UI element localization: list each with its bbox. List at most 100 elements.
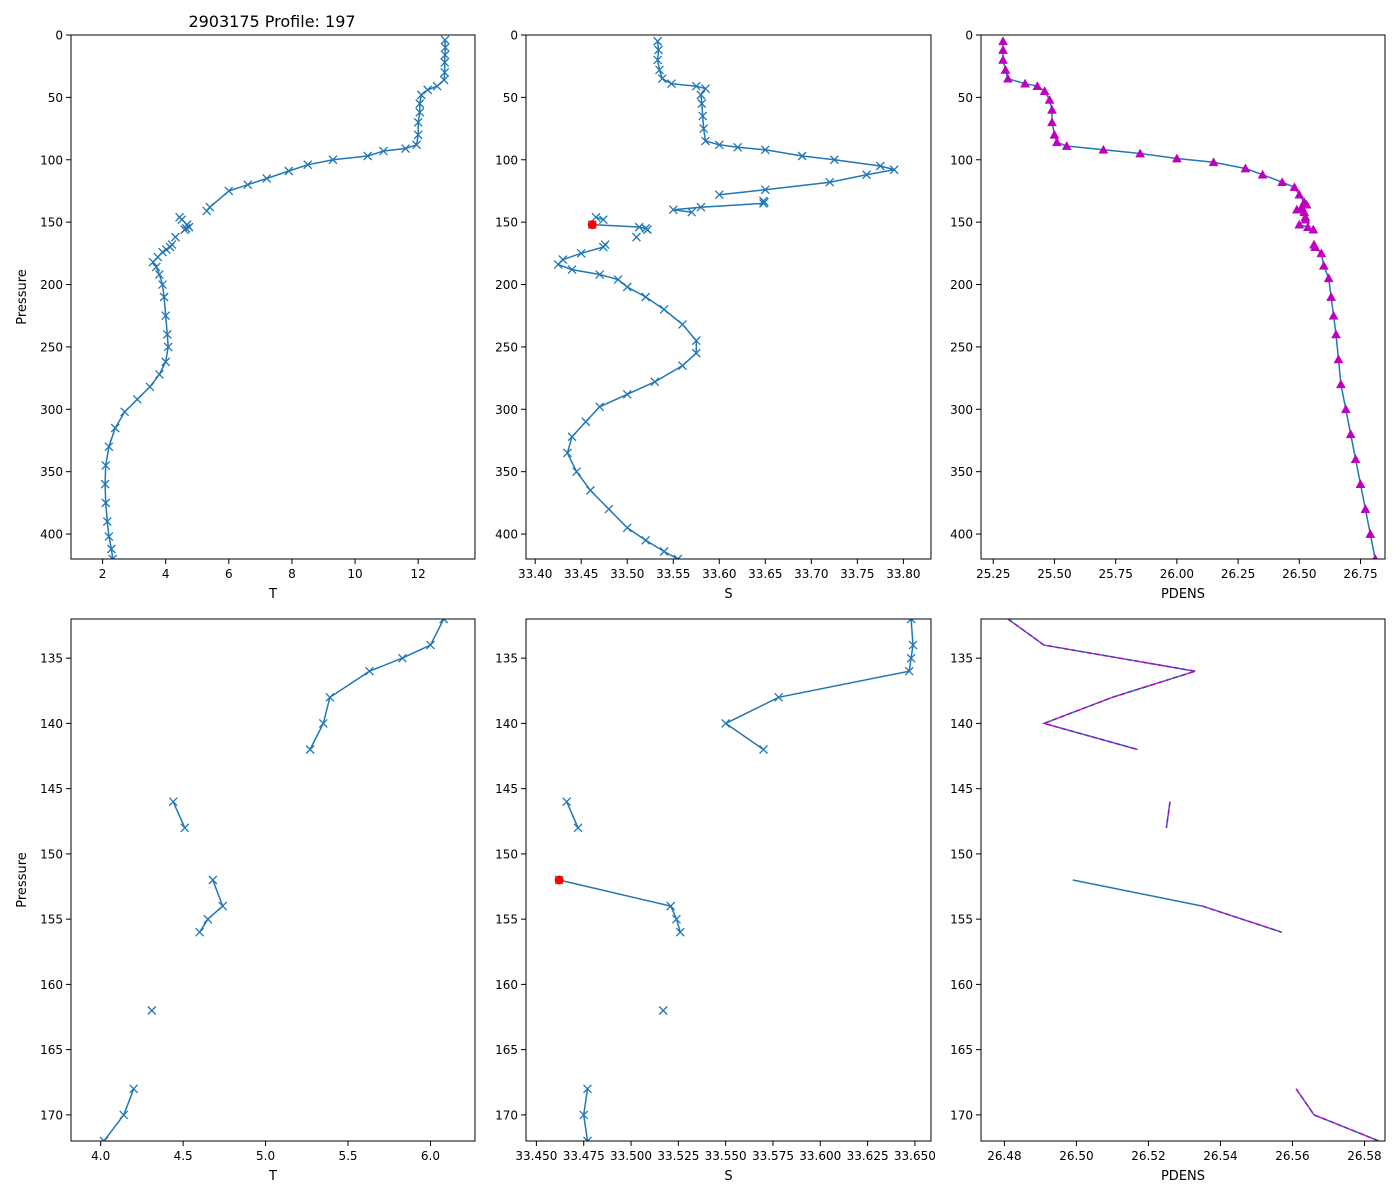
top-density-plot-area	[998, 36, 1378, 559]
zoom-temperature-y-tick-label: 135	[40, 652, 63, 666]
top-density-data-point	[1003, 73, 1013, 83]
zoom-salinity-data-point	[675, 927, 685, 937]
top-salinity-data-point	[650, 377, 660, 387]
top-salinity-data-point	[829, 155, 839, 165]
top-salinity-x-tick-label: 33.65	[748, 567, 782, 581]
top-salinity-data-point	[797, 151, 807, 161]
zoom-salinity-data-point	[583, 1084, 592, 1094]
zoom-salinity-data-point	[666, 901, 676, 911]
top-salinity-y-tick-label: 350	[495, 465, 518, 479]
top-temperature-data-point	[101, 460, 111, 470]
top-salinity-data-point	[643, 225, 652, 235]
top-temperature-x-tick-label: 6	[225, 567, 233, 581]
top-salinity-data-point	[654, 45, 664, 55]
zoom-temperature-y-tick-label: 150	[40, 847, 63, 861]
top-salinity-data-point	[631, 232, 641, 242]
top-temperature-data-point	[415, 107, 425, 117]
top-density-data-point	[1289, 182, 1300, 192]
zoom-salinity-y-tick-label: 145	[495, 782, 518, 796]
top-temperature-data-point	[104, 532, 114, 542]
top-salinity-data-point	[595, 270, 605, 280]
top-temperature-data-point	[423, 85, 433, 95]
zoom-temperature-data-point	[305, 745, 315, 754]
zoom-salinity-series-line	[724, 619, 914, 751]
top-salinity-y-tick-label: 150	[495, 216, 518, 230]
top-temperature-y-tick-label: 100	[40, 153, 63, 167]
top-temperature-data-point	[159, 292, 169, 302]
top-density-data-point	[1331, 329, 1341, 339]
zoom-density-x-tick-label: 26.56	[1275, 1149, 1309, 1163]
top-salinity-data-point	[641, 292, 651, 302]
top-temperature-data-point	[440, 67, 450, 77]
top-salinity-plot-area	[553, 36, 899, 559]
zoom-temperature-plot-area	[99, 619, 449, 1141]
top-temperature-data-point	[158, 280, 167, 289]
top-salinity-y-tick-label: 200	[495, 278, 518, 292]
zoom-temperature-x-tick-label: 5.5	[338, 1149, 357, 1163]
top-density-data-point	[1277, 177, 1288, 187]
top-density-x-tick-label: 25.50	[1037, 567, 1071, 581]
top-salinity-series-line	[556, 244, 698, 559]
top-temperature-x-tick-label: 10	[347, 567, 362, 581]
top-density-data-point	[1098, 144, 1109, 154]
zoom-temperature-data-point	[180, 823, 190, 833]
top-salinity-y-tick-label: 250	[495, 340, 518, 354]
top-salinity-data-point	[653, 55, 663, 65]
zoom-salinity-x-tick-label: 33.450	[515, 1149, 557, 1163]
top-density-y-tick-label: 100	[950, 153, 973, 167]
top-density-data-point	[1049, 129, 1060, 139]
zoom-salinity-data-point	[579, 1110, 589, 1120]
top-density-data-point	[1240, 163, 1251, 173]
top-density-data-point	[1135, 148, 1146, 158]
zoom-salinity-data-point	[671, 914, 681, 924]
top-salinity-x-tick-label: 33.45	[564, 567, 598, 581]
zoom-salinity-series-line	[558, 879, 681, 933]
zoom-salinity-data-point	[906, 619, 916, 624]
top-temperature-data-point	[440, 35, 450, 45]
top-temperature-y-tick-label: 200	[40, 278, 63, 292]
top-salinity-y-tick-label: 100	[495, 153, 518, 167]
top-density-data-point	[1020, 78, 1030, 88]
top-temperature-data-point	[163, 342, 173, 352]
zoom-density-y-tick-label: 150	[950, 847, 973, 861]
top-salinity-data-point	[889, 165, 899, 175]
top-density-series-line	[1002, 41, 1308, 213]
zoom-salinity-y-tick-label: 160	[495, 978, 518, 992]
zoom-salinity-y-tick-label: 155	[495, 913, 518, 927]
top-salinity-data-point	[576, 248, 586, 258]
top-salinity-data-point	[659, 305, 669, 314]
top-temperature-y-tick-label: 0	[55, 29, 63, 43]
zoom-density-y-tick-label: 155	[950, 913, 973, 927]
top-salinity-data-point	[701, 84, 710, 94]
top-density-x-tick-label: 26.50	[1282, 567, 1316, 581]
top-salinity-data-point	[701, 136, 710, 146]
top-salinity-data-point	[697, 99, 707, 109]
top-salinity-data-point	[622, 523, 632, 533]
zoom-salinity-data-point	[658, 1006, 668, 1015]
top-temperature-data-point	[440, 43, 450, 52]
top-salinity-data-point	[678, 361, 687, 371]
top-salinity-x-tick-label: 33.50	[610, 567, 644, 581]
zoom-density-overlay-line	[1202, 905, 1282, 933]
top-salinity-x-tick-label: 33.40	[518, 567, 552, 581]
top-salinity-data-point	[691, 336, 701, 346]
top-salinity-data-point	[759, 198, 768, 208]
top-salinity-y-tick-label: 50	[503, 91, 518, 105]
top-salinity-data-point	[585, 485, 595, 495]
top-salinity-data-point	[598, 215, 608, 225]
top-temperature-data-point	[363, 151, 373, 161]
top-density-x-tick-label: 26.75	[1343, 567, 1377, 581]
top-density-x-tick-label: 25.75	[1098, 567, 1132, 581]
zoom-salinity-data-point	[562, 797, 572, 807]
top-salinity-data-point	[699, 124, 709, 134]
top-salinity-data-point	[613, 275, 623, 284]
zoom-salinity-panel: 33.450 33.475 33.500 33.525 33.550 33.575 33.6…	[495, 618, 936, 1184]
zoom-temperature-data-point	[365, 666, 374, 676]
zoom-salinity-x-tick-label: 33.525	[657, 1149, 699, 1163]
zoom-density-frame	[980, 618, 1386, 1142]
zoom-density-x-tick-label: 26.52	[1131, 1149, 1165, 1163]
top-density-data-point	[1340, 404, 1351, 414]
top-salinity-data-point	[595, 402, 605, 412]
top-density-data-point	[1308, 224, 1319, 234]
top-salinity-x-tick-label: 33.75	[840, 567, 874, 581]
